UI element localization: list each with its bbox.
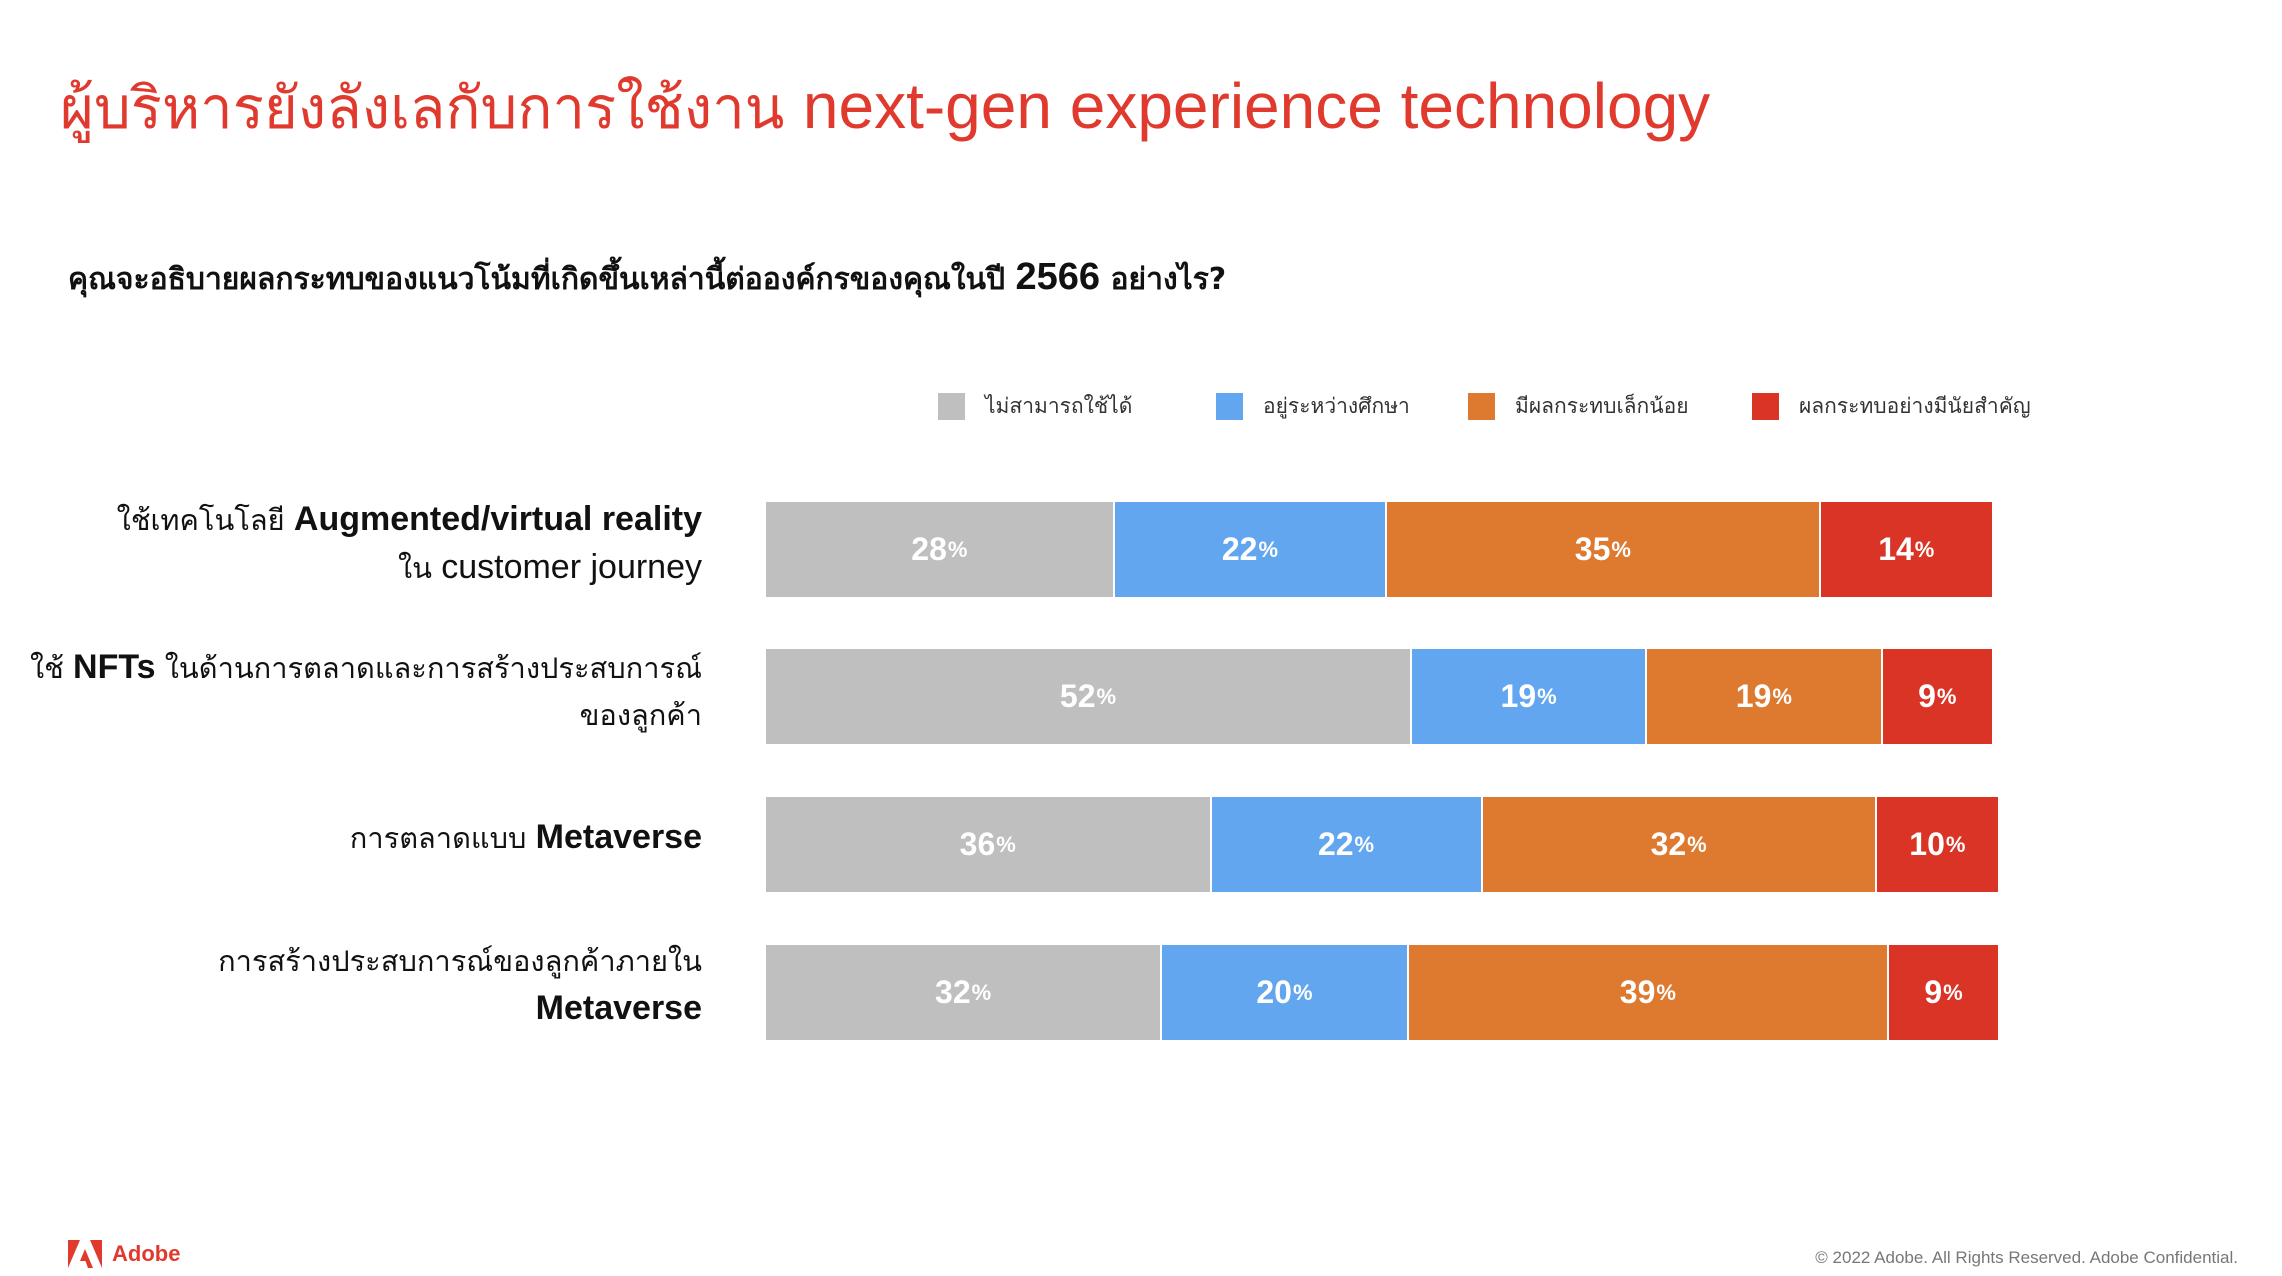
bar-segment: 9%	[1880, 649, 1992, 744]
legend-item: มีผลกระทบเล็กน้อย	[1468, 390, 1689, 423]
legend-swatch	[1468, 393, 1495, 420]
bar-segment: 28%	[766, 502, 1113, 597]
data-label-unit: %	[1936, 683, 1957, 709]
title-english: next-gen experience technology	[802, 70, 1711, 142]
label-text: ของลูกค้า	[579, 698, 702, 732]
bar-segment: 32%	[766, 945, 1161, 1040]
legend-swatch	[938, 393, 965, 420]
label-text: ใช้	[29, 651, 64, 685]
copyright-notice: © 2022 Adobe. All Rights Reserved. Adobe…	[1815, 1248, 2238, 1267]
data-label-unit: %	[1772, 683, 1792, 709]
data-label-unit: %	[947, 536, 968, 562]
data-label-unit: %	[1945, 831, 1966, 857]
label-text: ใน	[398, 551, 432, 585]
bar-segment: 9%	[1887, 945, 1998, 1040]
bar-segment: 36%	[766, 797, 1210, 892]
data-label: 10	[1909, 826, 1945, 862]
legend-item: อยู่ระหว่างศึกษา	[1216, 390, 1410, 423]
label-text-en: customer journey	[441, 548, 702, 586]
legend-label: มีผลกระทบเล็กน้อย	[1515, 394, 1689, 418]
data-label-unit: %	[1914, 536, 1935, 562]
data-label: 35	[1574, 531, 1611, 567]
label-bold: Metaverse	[535, 818, 702, 856]
bar-segment: 19%	[1409, 649, 1646, 744]
bar-segment: 32%	[1480, 797, 1875, 892]
data-label-unit: %	[1096, 683, 1117, 709]
bar-segment: 39%	[1406, 945, 1888, 1040]
data-label-unit: %	[1258, 536, 1279, 562]
data-label: 9	[1924, 974, 1943, 1010]
title-thai: ผู้บริหารยังลังเลกับการใช้งาน	[60, 74, 785, 142]
legend-swatch	[1752, 393, 1779, 420]
survey-question: คุณจะอธิบายผลกระทบของแนวโน้มที่เกิดขึ้นเ…	[68, 256, 1226, 303]
label-line: ใช้เทคโนโลยี Augmented/virtual reality	[117, 496, 702, 544]
bar-segment: 14%	[1818, 502, 1992, 597]
data-label: 19	[1500, 678, 1537, 714]
adobe-logo: Adobe	[68, 1240, 180, 1268]
label-bold: Metaverse	[535, 989, 702, 1027]
data-label: 22	[1221, 531, 1258, 567]
bar-segment: 22%	[1112, 502, 1386, 597]
stacked-bar-row: 36% 22% 32% 10%	[766, 797, 1998, 892]
legend-item: ผลกระทบอย่างมีนัยสำคัญ	[1752, 390, 2031, 423]
label-line: Metaverse	[218, 985, 702, 1033]
data-label-unit: %	[1611, 536, 1631, 562]
slide-title: ผู้บริหารยังลังเลกับการใช้งาน next-gen e…	[60, 68, 1710, 145]
label-text: ในด้านการตลาดและการสร้างประสบการณ์	[164, 651, 702, 685]
logo-text: Adobe	[112, 1241, 181, 1266]
data-label-unit: %	[1292, 979, 1313, 1005]
legend-label: ผลกระทบอย่างมีนัยสำคัญ	[1799, 394, 2031, 418]
label-bold: Augmented/virtual reality	[293, 500, 702, 538]
data-label-unit: %	[1537, 683, 1557, 709]
category-label-metaverse-marketing: การตลาดแบบ Metaverse	[350, 814, 702, 862]
legend-label: อยู่ระหว่างศึกษา	[1263, 394, 1410, 418]
question-year: 2566	[1015, 256, 1101, 298]
bar-segment: 10%	[1874, 797, 1998, 892]
category-label-ar-vr: ใช้เทคโนโลยี Augmented/virtual reality ใ…	[117, 496, 702, 592]
data-label: 28	[911, 531, 947, 567]
data-label: 39	[1619, 974, 1656, 1010]
data-label: 32	[935, 974, 971, 1010]
data-label-unit: %	[1656, 979, 1676, 1005]
bar-segment: 22%	[1209, 797, 1481, 892]
label-line: ใน customer journey	[117, 544, 702, 592]
data-label-unit: %	[971, 979, 992, 1005]
label-text: ใช้เทคโนโลยี	[116, 503, 285, 537]
data-label: 52	[1059, 678, 1096, 714]
adobe-logo-icon	[68, 1240, 102, 1268]
category-label-nfts: ใช้ NFTs ในด้านการตลาดและการสร้างประสบกา…	[30, 644, 702, 739]
label-text: การตลาดแบบ	[349, 821, 527, 855]
legend-label: ไม่สามารถใช้ได้	[985, 394, 1133, 418]
data-label: 32	[1650, 826, 1687, 862]
data-label: 36	[959, 826, 996, 862]
bar-segment: 35%	[1385, 502, 1819, 597]
data-label: 20	[1256, 974, 1292, 1010]
data-label: 14	[1878, 531, 1914, 567]
stacked-bar-row: 32% 20% 39% 9%	[766, 945, 1998, 1040]
legend-swatch	[1216, 393, 1243, 420]
label-line: ของลูกค้า	[30, 692, 702, 739]
stacked-bar-row: 52% 19% 19% 9%	[766, 649, 1992, 744]
label-text: การสร้างประสบการณ์ของลูกค้าภายใน	[218, 944, 702, 978]
data-label-unit: %	[1354, 831, 1375, 857]
bar-segment: 20%	[1160, 945, 1407, 1040]
bar-segment: 52%	[766, 649, 1410, 744]
label-bold: NFTs	[73, 648, 156, 686]
data-label-unit: %	[1687, 831, 1707, 857]
bar-segment: 19%	[1645, 649, 1881, 744]
question-text: คุณจะอธิบายผลกระทบของแนวโน้มที่เกิดขึ้นเ…	[68, 262, 1006, 297]
label-line: ใช้ NFTs ในด้านการตลาดและการสร้างประสบกา…	[30, 644, 702, 692]
legend-item: ไม่สามารถใช้ได้	[938, 390, 1132, 423]
data-label: 9	[1918, 678, 1936, 714]
stacked-bar-row: 28% 22% 35% 14%	[766, 502, 1992, 597]
data-label-unit: %	[1943, 979, 1963, 1005]
data-label-unit: %	[996, 831, 1016, 857]
data-label: 19	[1735, 678, 1772, 714]
category-label-metaverse-experience: การสร้างประสบการณ์ของลูกค้าภายใน Metaver…	[218, 938, 702, 1033]
label-line: การตลาดแบบ Metaverse	[350, 814, 702, 862]
question-suffix: อย่างไร?	[1110, 262, 1227, 297]
data-label: 22	[1317, 826, 1354, 862]
label-line: การสร้างประสบการณ์ของลูกค้าภายใน	[218, 938, 702, 985]
